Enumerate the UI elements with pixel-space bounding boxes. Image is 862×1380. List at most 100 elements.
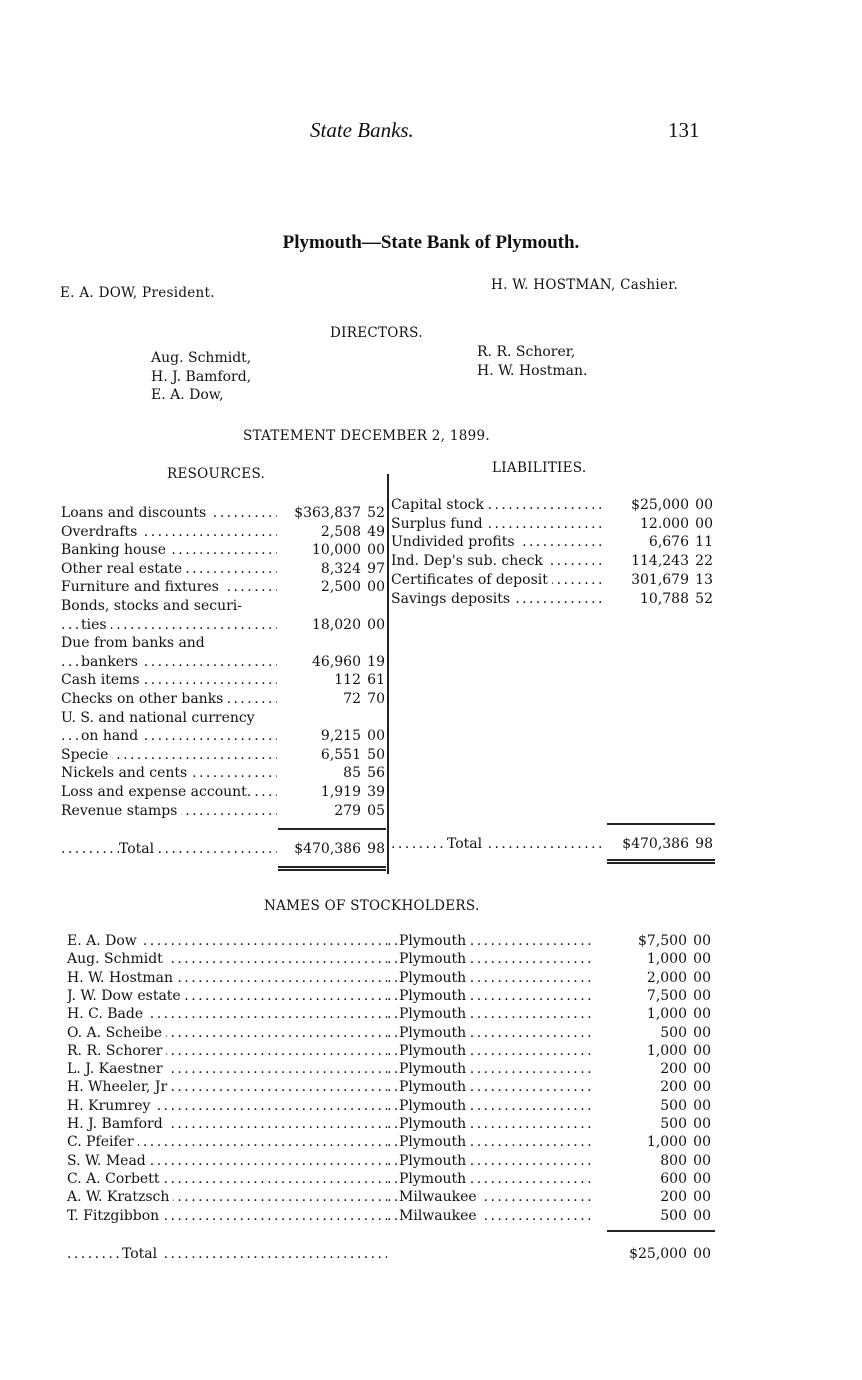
amount: 500 bbox=[660, 1207, 687, 1224]
table-row: Undivided profits 6,676 11 bbox=[391, 533, 713, 551]
row-label: Total bbox=[391, 835, 605, 853]
name-text: O. A. Scheibe bbox=[67, 1024, 167, 1041]
label-text: Revenue stamps bbox=[61, 802, 182, 819]
name-text: C. A. Corbett bbox=[67, 1170, 164, 1187]
amount: 7,500 bbox=[646, 987, 687, 1004]
stockholder-city: Milwaukee bbox=[387, 1188, 593, 1206]
table-row: Furniture and fixtures 2,500 00 bbox=[61, 578, 385, 596]
name-text: H. Wheeler, Jr bbox=[67, 1079, 172, 1096]
amount: 500 bbox=[660, 1024, 687, 1041]
label-text: Total bbox=[119, 841, 159, 857]
name-text: C. Pfeifer bbox=[67, 1134, 138, 1151]
amount: 600 bbox=[660, 1170, 687, 1187]
stockholder-city: Plymouth bbox=[387, 1097, 593, 1115]
label-text: Nickels and cents bbox=[61, 765, 192, 782]
cents: 50 bbox=[367, 746, 385, 763]
amount: 2,500 bbox=[320, 579, 361, 596]
directors-heading: DIRECTORS. bbox=[330, 325, 423, 341]
stockholder-name: C. A. Corbett bbox=[67, 1170, 387, 1188]
row-label: Undivided profits bbox=[391, 533, 605, 551]
amount: 1,000 bbox=[646, 1006, 687, 1023]
stockholders-total-row: Total $25,000 00 bbox=[67, 1245, 717, 1263]
row-label: Revenue stamps bbox=[61, 802, 277, 820]
amount: 2,000 bbox=[646, 969, 687, 986]
label-text: Ind. Dep's sub. check bbox=[391, 553, 547, 570]
city-text: Plymouth bbox=[399, 1024, 471, 1041]
stockholder-city: Plymouth bbox=[387, 1152, 593, 1170]
amount: 10,000 bbox=[312, 542, 361, 559]
label-text: Due from banks and bbox=[61, 635, 209, 652]
name-text: S. W. Mead bbox=[67, 1152, 150, 1169]
cents: 00 bbox=[693, 1246, 711, 1262]
amount: 114,243 bbox=[631, 553, 689, 570]
stockholder-name: J. W. Dow estate bbox=[67, 987, 387, 1005]
table-row: Surplus fund 12.000 00 bbox=[391, 515, 713, 533]
table-row: Total $470,386 98 bbox=[391, 835, 713, 853]
name-text: H. C. Bade bbox=[67, 1006, 148, 1023]
cents: 56 bbox=[367, 765, 385, 782]
amount: 10,788 bbox=[640, 590, 689, 607]
row-label: Nickels and cents bbox=[61, 764, 277, 782]
stockholders-heading: NAMES OF STOCKHOLDERS. bbox=[264, 898, 480, 914]
cents: 00 bbox=[693, 1042, 711, 1059]
total-text: Total bbox=[122, 1246, 162, 1262]
amount: 6,551 bbox=[320, 746, 361, 763]
cents: 00 bbox=[367, 728, 385, 745]
cents: 00 bbox=[693, 1006, 711, 1023]
table-row: Banking house 10,000 00 bbox=[61, 541, 385, 559]
row-label: Capital stock bbox=[391, 496, 605, 514]
table-row: Bonds, stocks and securi- bbox=[61, 597, 385, 615]
stockholder-row: C. A. Corbett Plymouth 600 00 bbox=[67, 1170, 717, 1188]
cents: 00 bbox=[693, 1097, 711, 1114]
table-row: Capital stock $25,000 00 bbox=[391, 496, 713, 514]
label-text: Furniture and fixtures bbox=[61, 579, 223, 596]
stockholder-row: H. Krumrey Plymouth 500 00 bbox=[67, 1097, 717, 1115]
stockholder-city: Plymouth bbox=[387, 1005, 593, 1023]
row-label: Surplus fund bbox=[391, 515, 605, 533]
city-text: Plymouth bbox=[399, 1152, 471, 1169]
stockholder-row: H. C. Bade Plymouth 1,000 00 bbox=[67, 1005, 717, 1023]
total-double-rule bbox=[278, 869, 386, 871]
table-row: Checks on other banks 72 70 bbox=[61, 690, 385, 708]
amount: 200 bbox=[660, 1079, 687, 1096]
name-text: Aug. Schmidt bbox=[67, 951, 167, 968]
amount: 1,000 bbox=[646, 951, 687, 968]
cents: 13 bbox=[695, 571, 713, 588]
total-rule bbox=[607, 1230, 715, 1232]
label-text: Surplus fund bbox=[391, 515, 487, 532]
table-row: Loans and discounts $363,837 52 bbox=[61, 504, 385, 522]
amount: $7,500 bbox=[638, 933, 687, 949]
amount: 1,919 bbox=[320, 784, 361, 800]
label-text: Checks on other banks bbox=[61, 691, 228, 707]
resources-heading: RESOURCES. bbox=[167, 466, 266, 482]
stockholder-name: S. W. Mead bbox=[67, 1152, 387, 1170]
city-text: Milwaukee bbox=[399, 1207, 481, 1224]
stockholder-name: Aug. Schmidt bbox=[67, 950, 387, 968]
table-row: Due from banks and bbox=[61, 634, 385, 652]
total-double-rule bbox=[607, 862, 715, 864]
row-label: Savings deposits bbox=[391, 590, 605, 608]
label-text: ties bbox=[81, 616, 111, 633]
total-double-rule bbox=[278, 866, 386, 868]
row-label: on hand bbox=[61, 727, 277, 745]
director: R. R. Schorer, bbox=[477, 344, 576, 360]
name-text: R. R. Schorer bbox=[67, 1042, 167, 1059]
table-row: Specie 6,551 50 bbox=[61, 746, 385, 764]
stockholder-city: Plymouth bbox=[387, 1078, 593, 1096]
amount: 9,215 bbox=[320, 728, 361, 745]
table-row: Savings deposits 10,788 52 bbox=[391, 590, 713, 608]
column-divider bbox=[387, 474, 389, 874]
stockholder-row: H. W. Hostman Plymouth 2,000 00 bbox=[67, 969, 717, 987]
row-label: Specie bbox=[61, 746, 277, 764]
amount: 1,000 bbox=[646, 1042, 687, 1059]
label-text: bankers bbox=[81, 653, 142, 670]
cents: 00 bbox=[693, 1207, 711, 1224]
table-row: Ind. Dep's sub. check 114,243 22 bbox=[391, 552, 713, 570]
amount: $470,386 bbox=[294, 841, 361, 857]
table-row: U. S. and national currency bbox=[61, 709, 385, 727]
name-text: A. W. Kratzsch bbox=[67, 1189, 174, 1206]
city-text: Plymouth bbox=[399, 987, 471, 1004]
row-label: Ind. Dep's sub. check bbox=[391, 552, 605, 570]
stockholder-city: Plymouth bbox=[387, 1024, 593, 1042]
table-row: Overdrafts 2,508 49 bbox=[61, 523, 385, 541]
